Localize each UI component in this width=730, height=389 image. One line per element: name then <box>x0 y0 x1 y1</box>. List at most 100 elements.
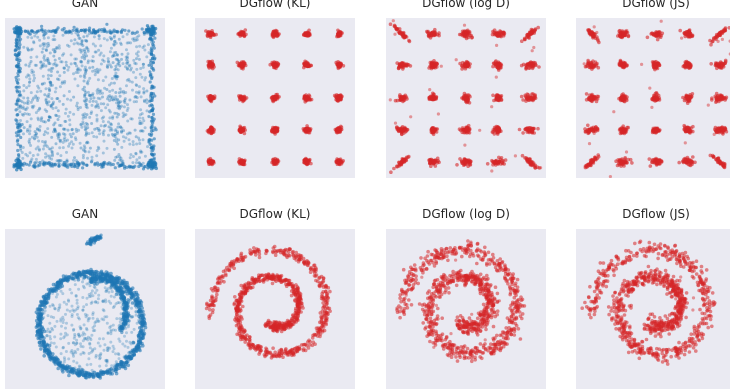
data-point <box>83 89 86 92</box>
data-point <box>84 103 87 106</box>
data-point <box>114 40 117 43</box>
data-point <box>81 56 84 59</box>
data-point <box>54 90 57 93</box>
data-point <box>150 144 153 147</box>
panel-title: GAN <box>0 207 185 221</box>
data-point <box>20 130 23 133</box>
data-point <box>627 35 631 39</box>
data-point <box>21 123 24 126</box>
data-point <box>594 158 598 162</box>
data-point <box>36 90 39 93</box>
data-point <box>625 150 628 153</box>
data-point <box>126 68 129 71</box>
data-point <box>65 30 68 33</box>
data-point <box>142 162 145 165</box>
data-point <box>86 82 89 85</box>
data-point <box>625 29 628 32</box>
data-point <box>98 54 101 57</box>
data-point <box>132 143 135 146</box>
data-point <box>393 25 397 29</box>
data-point <box>62 103 65 106</box>
data-point <box>33 137 36 140</box>
data-point <box>406 155 410 159</box>
data-point <box>35 158 38 161</box>
data-point <box>119 95 122 98</box>
data-point <box>90 122 93 125</box>
data-point <box>394 122 397 125</box>
data-point <box>715 35 719 39</box>
data-point <box>58 164 61 167</box>
data-point <box>116 126 119 129</box>
data-point <box>92 43 95 46</box>
data-point <box>80 29 83 32</box>
data-point <box>16 113 19 116</box>
data-point <box>463 63 467 67</box>
data-point <box>59 85 62 88</box>
data-point <box>717 40 720 43</box>
data-point <box>109 50 112 53</box>
data-point <box>16 149 19 152</box>
data-point <box>129 132 132 135</box>
data-point <box>111 55 114 58</box>
data-point <box>91 159 94 162</box>
data-point <box>100 102 103 105</box>
data-point <box>478 129 481 132</box>
data-point <box>28 132 31 135</box>
data-point <box>241 31 245 35</box>
data-point <box>132 155 135 158</box>
data-point <box>96 120 99 123</box>
data-point <box>138 45 141 48</box>
data-point <box>616 34 620 38</box>
data-point <box>107 163 110 166</box>
data-point <box>140 95 143 98</box>
data-point <box>113 112 116 115</box>
data-point <box>86 113 89 116</box>
data-point <box>147 141 150 144</box>
data-point <box>398 95 402 99</box>
data-point <box>128 166 131 169</box>
data-point <box>84 31 87 34</box>
data-point <box>49 116 52 119</box>
data-point <box>120 157 123 160</box>
data-point <box>67 374 71 378</box>
data-point <box>151 162 154 165</box>
data-point <box>116 116 119 119</box>
data-point <box>44 130 47 133</box>
data-point <box>648 87 651 90</box>
data-point <box>44 152 47 155</box>
data-point <box>127 107 130 110</box>
data-point <box>150 130 153 133</box>
data-point <box>88 27 91 30</box>
data-point <box>118 64 121 67</box>
data-point <box>596 37 600 41</box>
data-point <box>80 40 83 43</box>
data-point <box>491 128 494 131</box>
data-point <box>75 71 78 74</box>
data-point <box>242 127 246 131</box>
data-point <box>585 92 589 96</box>
data-point <box>22 96 25 99</box>
data-point <box>70 135 73 138</box>
data-point <box>587 60 591 64</box>
data-point <box>614 159 618 163</box>
data-point <box>28 32 31 35</box>
data-point <box>103 37 106 40</box>
data-point <box>64 112 67 115</box>
data-point <box>210 126 214 130</box>
data-point <box>431 127 435 131</box>
data-point <box>207 158 211 162</box>
data-point <box>21 113 24 116</box>
data-point <box>713 133 716 136</box>
data-point <box>528 128 532 132</box>
data-point <box>111 95 114 98</box>
data-point <box>117 153 120 156</box>
data-point <box>62 146 65 149</box>
data-point <box>70 53 73 56</box>
data-point <box>86 35 89 38</box>
data-point <box>37 146 40 149</box>
data-point <box>622 32 626 36</box>
data-point <box>85 131 88 134</box>
data-point <box>721 30 725 34</box>
data-point <box>22 132 25 135</box>
data-point <box>102 165 105 168</box>
